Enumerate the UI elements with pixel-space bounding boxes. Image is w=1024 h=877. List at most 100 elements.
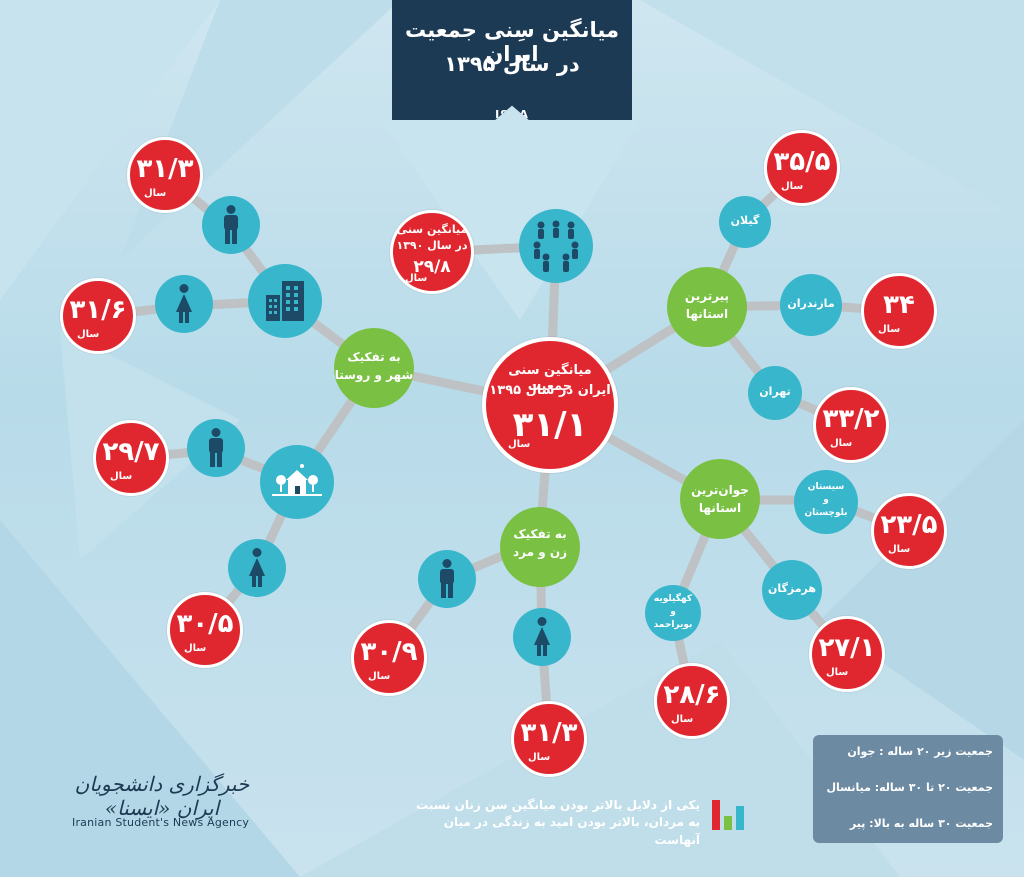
province-sistan-line3: بلوچستان	[804, 508, 848, 518]
village-house-icon	[272, 464, 322, 496]
province-mazandaran-unit: سال	[878, 324, 901, 335]
province-sistan-value: ۲۳/۵	[880, 510, 938, 540]
youngest-hub-line2: استانها	[698, 501, 742, 515]
province-gilan-circle: گیلان	[719, 196, 771, 248]
previous-value: ۲۹/۸	[413, 257, 451, 277]
female-icon	[534, 617, 550, 656]
footnote-line1: یکی از دلایل بالاتر بودن میانگین سن زنان…	[416, 798, 700, 812]
urban-rural-hub: به تفکیک شهر و روستا	[334, 328, 414, 408]
rural-female-value: ۳۰/۵	[176, 609, 234, 639]
rural-male-value: ۲۹/۷	[102, 437, 160, 467]
gender-hub-line1: به تفکیک	[513, 527, 567, 541]
gender-male-value-circle: ۳۰/۹ سال	[351, 620, 427, 696]
average-1390-circle: میانگین سنی در سال ۱۳۹۰ ۲۹/۸ سال	[390, 210, 474, 294]
province-hormozgan-name: هرمزگان	[767, 582, 817, 595]
oldest-hub-line2: استانها	[685, 307, 729, 321]
previous-label-line2: در سال ۱۳۹۰	[396, 239, 468, 252]
gender-female-circle	[513, 608, 571, 666]
province-hormozgan-value: ۲۷/۱	[818, 633, 876, 663]
male-icon	[440, 559, 454, 598]
gender-female-unit: سال	[528, 752, 551, 763]
youngest-provinces-hub: جوان‌ترین استانها	[680, 459, 760, 539]
group-people-icon	[533, 220, 579, 272]
youngest-hub-line1: جوان‌ترین	[691, 483, 749, 497]
urban-female-value: ۳۱/۶	[69, 295, 127, 325]
footnote-line2: به مردان، بالاتر بودن امید به زندگی در م…	[443, 815, 700, 847]
rural-male-circle	[187, 419, 245, 477]
gender-hub-line2: زن و مرد	[512, 545, 568, 559]
province-hormozgan-value-circle: ۲۷/۱ سال	[809, 616, 885, 692]
oldest-hub-line1: پیرترین	[684, 289, 730, 303]
urban-icon-circle	[248, 264, 322, 338]
rural-icon-circle	[260, 445, 334, 519]
urban-male-value: ۳۱/۳	[136, 154, 194, 184]
gender-female-value: ۳۱/۳	[520, 718, 578, 748]
province-gilan-value: ۳۵/۵	[773, 147, 831, 177]
urban-male-circle	[202, 196, 260, 254]
gender-male-circle	[418, 550, 476, 608]
province-mazandaran-value: ۳۴	[883, 290, 915, 320]
province-hormozgan-circle: هرمزگان	[762, 560, 822, 620]
center-value: ۳۱/۱	[512, 405, 588, 445]
center-label-line1: میانگین سنی جمعیت	[508, 363, 592, 395]
gender-male-value: ۳۰/۹	[360, 637, 418, 667]
rural-male-value-circle: ۲۹/۷ سال	[93, 420, 169, 496]
logo-text-en: Iranian Student's News Agency	[72, 816, 250, 829]
oldest-provinces-hub: پیرترین استانها	[667, 267, 747, 347]
province-sistan-line2: و	[823, 495, 829, 505]
city-building-icon	[266, 281, 304, 321]
page-subtitle: در سال ۱۳۹۵	[444, 52, 580, 76]
legend-old: جمعیت ۳۰ ساله به بالا: پیر	[849, 817, 993, 830]
province-gilan-name: گیلان	[730, 214, 760, 227]
gender-male-unit: سال	[368, 671, 391, 682]
province-kohgiluyeh-line1: کهگیلویه	[653, 594, 693, 604]
population-icon-circle	[519, 209, 593, 283]
urban-female-unit: سال	[77, 329, 100, 340]
province-sistan-unit: سال	[888, 544, 911, 555]
male-icon	[209, 428, 223, 467]
province-kohgiluyeh-line2: و	[670, 607, 676, 617]
urban-female-circle	[155, 275, 213, 333]
province-tehran-name: تهران	[759, 385, 791, 398]
province-mazandaran-circle: مازندران	[780, 274, 842, 336]
previous-unit: سال	[405, 273, 428, 284]
province-hormozgan-unit: سال	[826, 667, 849, 678]
legend-middle: جمعیت ۲۰ تا ۳۰ ساله: میانسال	[826, 781, 993, 794]
province-sistan-circle: سیستان و بلوچستان	[794, 470, 858, 534]
isna-logo: خبرگزاری دانشجویان ایران «ایسنا» Iranian…	[52, 768, 272, 838]
female-icon	[249, 548, 265, 587]
page-title: میانگین سِنی جمعیت ایران	[405, 18, 619, 66]
province-sistan-line1: سیستان	[807, 482, 845, 492]
gender-female-value-circle: ۳۱/۳ سال	[511, 701, 587, 777]
urban-rural-hub-line2: شهر و روستا	[334, 368, 414, 382]
province-sistan-value-circle: ۲۳/۵ سال	[871, 493, 947, 569]
gender-hub: به تفکیک زن و مرد	[500, 507, 580, 587]
province-kohgiluyeh-line3: بویراحمد	[653, 620, 693, 630]
center-label-line2: ایران در سال ۱۳۹۵	[489, 383, 611, 398]
previous-label-line1: میانگین سنی	[396, 223, 468, 236]
female-icon	[176, 284, 192, 323]
title-banner: میانگین سِنی جمعیت ایران در سال ۱۳۹۵ ISN…	[392, 0, 632, 120]
province-kohgiluyeh-value: ۲۸/۶	[663, 680, 721, 710]
rural-female-unit: سال	[184, 643, 207, 654]
province-kohgiluyeh-value-circle: ۲۸/۶ سال	[654, 663, 730, 739]
rural-female-value-circle: ۳۰/۵ سال	[167, 592, 243, 668]
province-kohgiluyeh-unit: سال	[671, 714, 694, 725]
province-gilan-unit: سال	[781, 181, 804, 192]
province-tehran-circle: تهران	[748, 366, 802, 420]
province-gilan-value-circle: ۳۵/۵ سال	[764, 130, 840, 206]
province-kohgiluyeh-circle: کهگیلویه و بویراحمد	[645, 585, 701, 641]
urban-male-value-circle: ۳۱/۳ سال	[127, 137, 203, 213]
age-group-legend: جمعیت زیر ۲۰ ساله : جوان جمعیت ۲۰ تا ۳۰ …	[813, 735, 1003, 843]
male-icon	[224, 205, 238, 244]
rural-female-circle	[228, 539, 286, 597]
center-unit: سال	[508, 439, 531, 450]
logo-text-fa: خبرگزاری دانشجویان ایران «ایسنا»	[74, 772, 250, 820]
legend-young: جمعیت زیر ۲۰ ساله : جوان	[847, 745, 993, 758]
rural-male-unit: سال	[110, 471, 133, 482]
province-mazandaran-name: مازندران	[787, 297, 835, 310]
urban-rural-hub-line1: به تفکیک	[347, 350, 401, 364]
province-tehran-value-circle: ۳۳/۲ سال	[813, 387, 889, 463]
footnote: یکی از دلایل بالاتر بودن میانگین سن زنان…	[400, 797, 700, 849]
urban-female-value-circle: ۳۱/۶ سال	[60, 278, 136, 354]
